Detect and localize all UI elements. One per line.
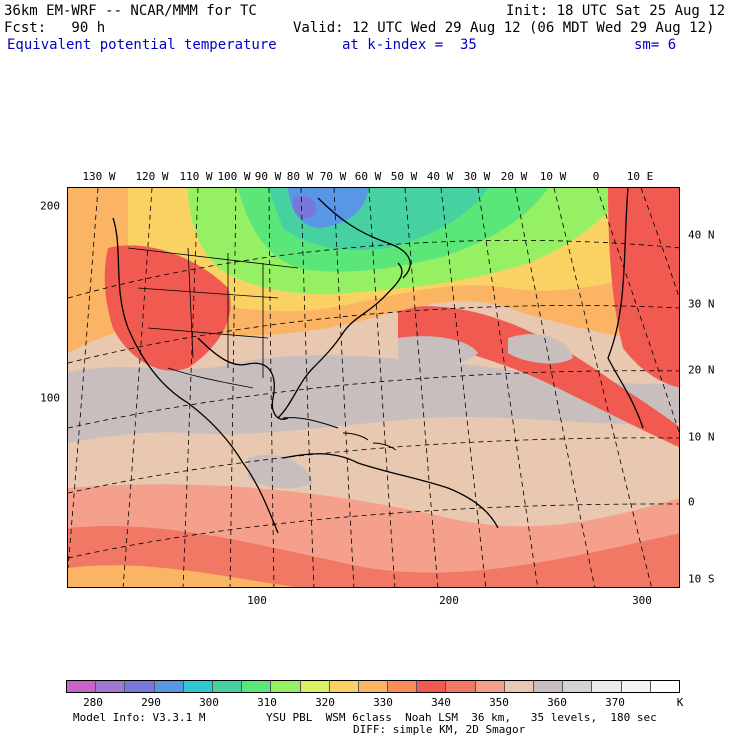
tropical-grey-band [68, 355, 679, 443]
legend-swatch [329, 681, 359, 692]
lon-label-10e: 10 E [626, 170, 654, 183]
lat-label-40n: 40 N [688, 228, 715, 242]
grid-x-label-300: 300 [632, 594, 652, 607]
legend-swatch [417, 681, 447, 692]
lon-label-70w: 70 W [319, 170, 347, 183]
legend-swatch [154, 681, 184, 692]
lon-label-0: 0 [592, 170, 600, 183]
forecast-hour: Fcst: 90 h [4, 20, 106, 36]
caribbean-islands [282, 417, 397, 451]
legend-swatch [592, 681, 622, 692]
valid-time: Valid: 12 UTC Wed 29 Aug 12 (06 MDT Wed … [293, 20, 715, 36]
lon-label-100w: 100 W [217, 170, 251, 183]
coastlines [112, 188, 644, 534]
legend-swatch [271, 681, 301, 692]
legend-swatch [242, 681, 272, 692]
legend-swatch [358, 681, 389, 692]
legend-swatch [212, 681, 243, 692]
north-purple [293, 195, 317, 219]
lat-label-10s: 10 S [688, 572, 715, 586]
grid-x-label-100: 100 [247, 594, 267, 607]
lat-label-10n: 10 N [688, 430, 715, 444]
lon-label-40w: 40 W [426, 170, 454, 183]
lon-label-10w: 10 W [539, 170, 567, 183]
color-scale-bar [66, 680, 680, 693]
init-time: Init: 18 UTC Sat 25 Aug 12 [506, 3, 726, 19]
diffusion-info: DIFF: simple KM, 2D Smagor [353, 723, 526, 736]
legend-label-280: 280 [83, 696, 103, 709]
level-label: at k-index = 35 [342, 37, 477, 53]
legend-label-370: 370 [605, 696, 625, 709]
legend-swatch [300, 681, 330, 692]
lat-label-20n: 20 N [688, 363, 715, 377]
southwest-orange [68, 565, 295, 587]
atlantic-red-plume [398, 306, 679, 448]
grey-patch-2 [508, 334, 573, 364]
grid-x-label-200: 200 [439, 594, 459, 607]
legend-swatch [67, 681, 97, 692]
lat-label-0: 0 [688, 495, 695, 509]
grid-y-label-200: 200 [40, 199, 60, 213]
smoothing-label: sm= 6 [634, 37, 677, 53]
legend-label-290: 290 [141, 696, 161, 709]
lat-label-30n: 30 N [688, 297, 715, 311]
legend-swatch [446, 681, 476, 692]
lon-label-30w: 30 W [463, 170, 491, 183]
model-info: Model Info: V3.3.1 M [73, 711, 206, 724]
southern-hot-band [68, 526, 679, 587]
legend-label-310: 310 [257, 696, 277, 709]
lon-label-130w: 130 W [82, 170, 116, 183]
lon-label-110w: 110 W [179, 170, 213, 183]
legend-swatch [475, 681, 505, 692]
lon-label-120w: 120 W [135, 170, 169, 183]
lon-label-50w: 50 W [390, 170, 418, 183]
legend-swatch [504, 681, 534, 692]
physics-info: YSU PBL WSM 6class Noah LSM 36 km, 35 le… [266, 711, 657, 724]
legend-swatch [388, 681, 418, 692]
legend-label-unit: K [676, 696, 684, 709]
legend-swatch [621, 681, 651, 692]
political-borders [127, 247, 299, 389]
legend-swatch [650, 681, 679, 692]
legend-label-300: 300 [199, 696, 219, 709]
legend-label-340: 340 [431, 696, 451, 709]
legend-swatch [534, 681, 564, 692]
lon-label-20w: 20 W [500, 170, 528, 183]
lon-label-90w: 90 W [254, 170, 282, 183]
legend-swatch [183, 681, 213, 692]
grey-patch-3 [248, 454, 313, 489]
model-title: 36km EM-WRF -- NCAR/MMM for TC [4, 3, 257, 19]
theta-e-map [67, 187, 680, 588]
field-name: Equivalent potential temperature [7, 37, 277, 53]
lon-label-80w: 80 W [286, 170, 314, 183]
map-canvas [68, 188, 679, 587]
legend-swatch [125, 681, 155, 692]
legend-swatch [96, 681, 126, 692]
legend-label-360: 360 [547, 696, 567, 709]
grid-y-label-100: 100 [40, 391, 60, 405]
legend-label-320: 320 [315, 696, 335, 709]
legend-swatch [563, 681, 593, 692]
lon-label-60w: 60 W [354, 170, 382, 183]
legend-label-330: 330 [373, 696, 393, 709]
legend-label-350: 350 [489, 696, 509, 709]
